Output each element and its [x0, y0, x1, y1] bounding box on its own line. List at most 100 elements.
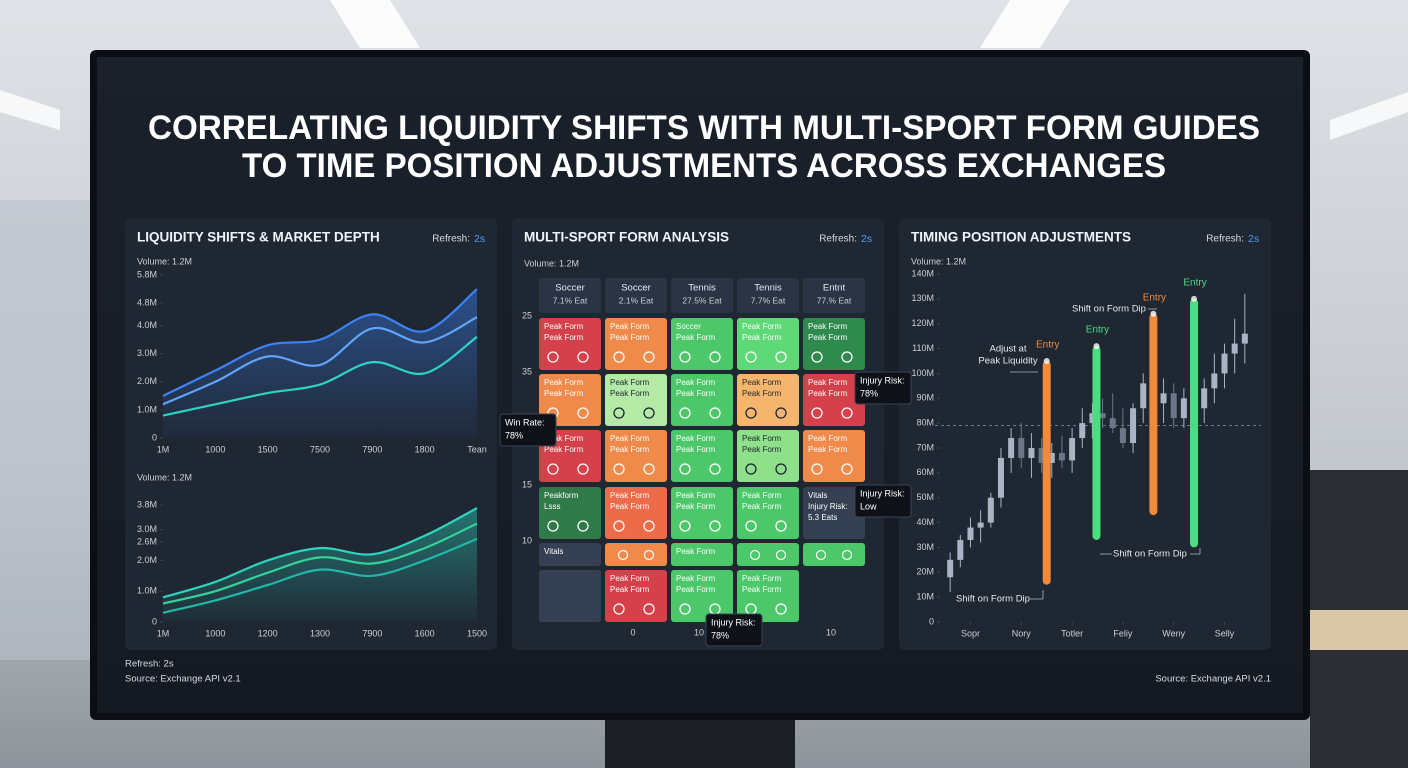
cell-text: Peak Form [742, 585, 781, 594]
cell-text: Peak Form [742, 378, 781, 387]
cell-text: Peak Form [742, 574, 781, 583]
x-tick-label: 1800 [415, 444, 435, 454]
sport-icon [749, 549, 761, 561]
sport-icon [643, 603, 655, 615]
cell-text: Peak Form [610, 574, 649, 583]
sport-icon [679, 407, 691, 419]
desk [1310, 610, 1408, 650]
heat-cell [737, 487, 799, 539]
tooltip [854, 484, 912, 518]
panel-title: MULTI-SPORT FORM ANALYSIS [524, 230, 729, 245]
row-label: 10 [522, 535, 532, 545]
line-series [162, 335, 478, 417]
tooltip-text: Injury Risk: [860, 488, 905, 498]
sport-icon [643, 520, 655, 532]
column-stat: 7.1% Eat [553, 295, 588, 305]
heat-cell [803, 374, 865, 426]
sport-icon [709, 351, 721, 363]
x-tick-label: Feliy [1113, 628, 1133, 638]
candle-body [1109, 418, 1116, 429]
candle-body [1089, 413, 1096, 424]
refresh-value: 2s [474, 233, 485, 245]
cell-text: Peak Form [676, 585, 715, 594]
column-stat: 7.7% Eat [751, 295, 786, 305]
candle-body [1008, 438, 1015, 458]
candle-body [977, 522, 984, 528]
x-tick-label: Nory [1012, 628, 1032, 638]
sport-icon [643, 549, 655, 561]
cell-text: Peak Form [610, 378, 649, 387]
line-series [162, 537, 478, 614]
tooltip [499, 413, 557, 447]
candle-body [1160, 393, 1167, 404]
cell-text: Peak Form [544, 445, 583, 454]
cell-text: Vitals [544, 547, 563, 556]
cell-text: Peak Form [808, 389, 847, 398]
sport-icon [577, 463, 589, 475]
heat-cell [605, 374, 667, 426]
x-tick-label: Totler [1061, 628, 1083, 638]
candle-body [1221, 353, 1228, 374]
y-tick-label: 2.0M [137, 555, 157, 565]
dashboard-content: CORRELATING LIQUIDITY SHIFTS WITH MULTI-… [125, 109, 1271, 685]
sport-icon [775, 407, 787, 419]
sport-icon [679, 603, 691, 615]
candle-body [1130, 408, 1137, 444]
heat-cell [803, 318, 865, 370]
panel-title: LIQUIDITY SHIFTS & MARKET DEPTH [137, 230, 380, 245]
headline: TO TIME POSITION ADJUSTMENTS ACROSS EXCH… [242, 147, 1166, 185]
x-label: 10 [826, 627, 836, 637]
line-series [162, 522, 478, 605]
cell-text: Peak Form [808, 434, 847, 443]
tooltip [705, 613, 763, 647]
x-tick-label: Selly [1215, 628, 1235, 638]
cell-text: Peak Form [676, 574, 715, 583]
cell-text: Peak Form [742, 445, 781, 454]
sport-icon [811, 463, 823, 475]
candle-body [1119, 428, 1126, 444]
cell-text: Peak Form [610, 502, 649, 511]
chart-subtitle: Volume: 1.2M [524, 258, 579, 268]
heat-cell [671, 374, 733, 426]
sport-icon [811, 351, 823, 363]
sport-icon [775, 520, 787, 532]
monitor-stand [605, 716, 795, 768]
signal-bar [1042, 361, 1051, 585]
cell-text: Peak Form [742, 491, 781, 500]
sport-icon [613, 351, 625, 363]
candle-body [1231, 343, 1238, 354]
y-tick-label: 2.0M [137, 376, 157, 386]
y-tick-label: 30M [916, 542, 934, 552]
sport-icon [577, 407, 589, 419]
sport-icon [811, 407, 823, 419]
footer-text: Source: Exchange API v2.1 [1155, 674, 1271, 685]
column-stat: 27.5% Eat [682, 295, 722, 305]
sport-icon [745, 351, 757, 363]
signal-label: Entry [1143, 292, 1166, 303]
tooltip-text: Low [860, 501, 877, 511]
sport-icon [613, 520, 625, 532]
cell-text: Peak Form [808, 333, 847, 342]
cell-text: Peak Form [676, 502, 715, 511]
sport-icon [679, 520, 691, 532]
row-label: 15 [522, 479, 532, 489]
cell-text: Peak Form [610, 491, 649, 500]
cell-text: Peak Form [742, 322, 781, 331]
refresh-label: Refresh: [1206, 234, 1244, 245]
tooltip-text: Win Rate: [505, 417, 545, 427]
y-tick-label: 60M [916, 467, 934, 477]
sport-icon [643, 463, 655, 475]
cell-text: Peak Form [808, 322, 847, 331]
candle-body [967, 527, 974, 540]
line-series [162, 316, 478, 406]
y-tick-label: 5.8M [137, 269, 157, 279]
y-tick-label: 0 [152, 616, 157, 626]
sport-icon [709, 520, 721, 532]
candle-body [1038, 448, 1045, 463]
x-tick-label: 1500 [258, 444, 278, 454]
x-tick-label: 1M [157, 444, 170, 454]
signal-label: Entry [1183, 277, 1206, 288]
heat-cell [539, 570, 601, 622]
y-tick-label: 2.6M [137, 536, 157, 546]
x-tick-label: 1200 [258, 628, 278, 638]
